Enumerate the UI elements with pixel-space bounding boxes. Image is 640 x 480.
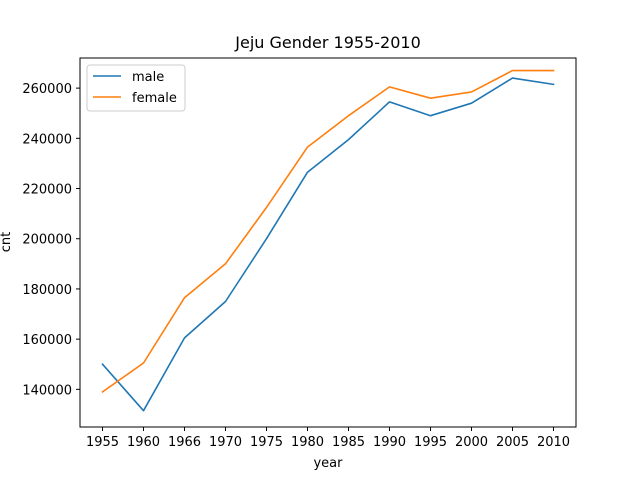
y-axis: 140000 160000 180000 200000 220000 240000 2600… (22, 82, 80, 398)
x-tick-label: 2005 (496, 435, 529, 450)
plot-frame (79, 57, 577, 428)
series-layer (101, 69, 555, 412)
y-tick-label: 160000 (22, 333, 72, 348)
y-tick-label: 180000 (22, 283, 72, 298)
y-tick-label: 260000 (22, 82, 72, 97)
x-tick-label: 2000 (455, 435, 488, 450)
x-axis: 1955 1960 1966 1970 1975 1980 1985 1990 1995 2000… (86, 427, 570, 450)
x-tick-label: 1980 (291, 435, 324, 450)
y-tick-label: 240000 (22, 132, 72, 147)
legend: male female (86, 64, 186, 112)
plot-area (79, 57, 577, 428)
legend-label-female: female (132, 91, 177, 106)
y-tick-label: 140000 (22, 383, 72, 398)
legend-items: male female (93, 70, 177, 106)
series-line-male (101, 77, 555, 412)
series-line-female (101, 69, 555, 394)
x-tick-label: 1985 (332, 435, 365, 450)
x-tick-label: 1960 (127, 435, 160, 450)
x-tick-label: 1966 (168, 435, 201, 450)
x-tick-label: 1970 (209, 435, 242, 450)
y-axis-label: cnt (0, 232, 14, 252)
x-axis-label: year (313, 456, 343, 471)
x-tick-label: 2010 (537, 435, 570, 450)
x-tick-label: 1975 (250, 435, 283, 450)
chart-title: Jeju Gender 1955-2010 (234, 33, 421, 52)
y-tick-label: 220000 (22, 183, 72, 198)
legend-label-male: male (132, 70, 164, 85)
x-tick-label: 1990 (373, 435, 406, 450)
y-tick-label: 200000 (22, 233, 72, 248)
x-tick-label: 1955 (86, 435, 119, 450)
x-tick-label: 1995 (414, 435, 447, 450)
